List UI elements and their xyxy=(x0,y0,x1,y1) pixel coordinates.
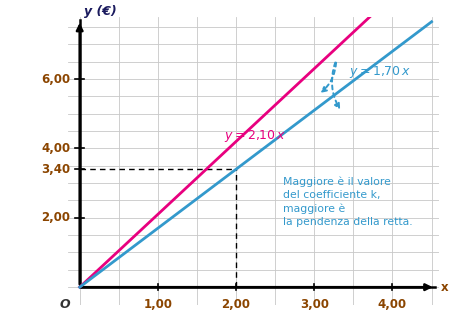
Text: 2,00: 2,00 xyxy=(222,298,251,311)
Text: $y = 2{,}10\,x$: $y = 2{,}10\,x$ xyxy=(224,128,287,144)
Text: Maggiore è il valore
del coefficiente k,
maggiore è
la pendenza della retta.: Maggiore è il valore del coefficiente k,… xyxy=(283,176,413,227)
Text: 4,00: 4,00 xyxy=(378,298,407,311)
Text: 6,00: 6,00 xyxy=(41,72,70,85)
Text: O: O xyxy=(60,298,70,311)
Text: $y = 1{,}70\,x$: $y = 1{,}70\,x$ xyxy=(349,64,412,79)
Text: 4,00: 4,00 xyxy=(41,142,70,155)
Text: 3,40: 3,40 xyxy=(41,163,70,176)
Text: x (litri): x (litri) xyxy=(441,281,453,294)
Text: 1,00: 1,00 xyxy=(144,298,173,311)
Text: 2,00: 2,00 xyxy=(41,211,70,224)
Text: 3,00: 3,00 xyxy=(300,298,329,311)
Text: y (€): y (€) xyxy=(84,5,116,18)
